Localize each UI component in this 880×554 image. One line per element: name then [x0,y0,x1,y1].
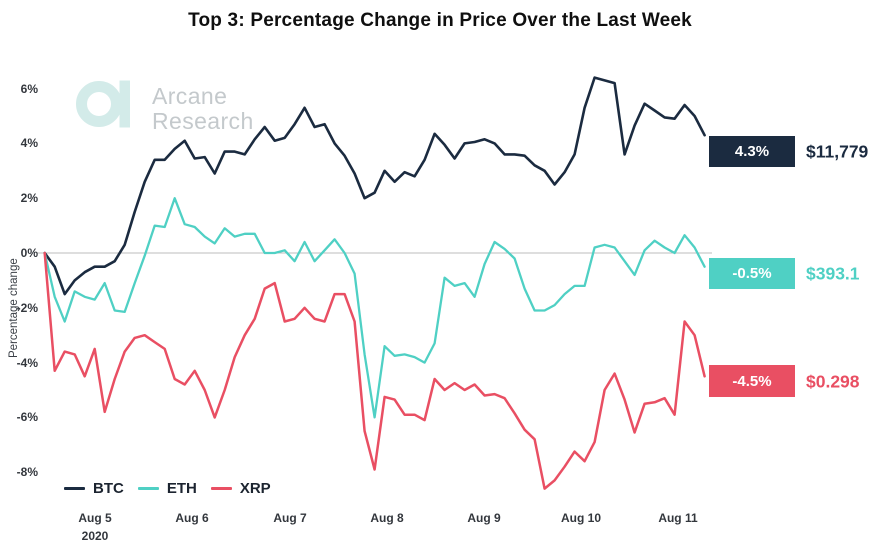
btc-price-label: $11,779 [806,141,869,161]
chart-legend: BTC ETH XRP [64,480,285,497]
xrp-change-badge: -4.5% [709,365,795,397]
legend-item-xrp: XRP [210,480,271,497]
x-tick-year: 2020 [81,529,109,543]
y-tick-n2: -2% [16,300,38,315]
legend-item-eth: ETH [137,480,197,497]
y-tick-n4: -4% [16,355,38,370]
y-tick-6: 6% [20,81,38,96]
btc-change-badge: 4.3% [709,136,795,167]
eth-change-badge: -0.5% [709,258,795,289]
xrp-line-swatch-icon [210,487,232,490]
legend-label-eth: ETH [166,480,197,497]
logo-bar [119,80,130,128]
x-tick-aug10: Aug 10 [560,511,601,525]
x-tick-aug8: Aug 8 [370,511,404,525]
legend-label-xrp: XRP [239,480,271,497]
x-tick-aug7: Aug 7 [273,511,307,525]
arcane-logo-icon [76,80,130,128]
watermark-line2: Research [152,107,254,134]
legend-item-btc: BTC [64,480,124,497]
y-tick-2: 2% [20,191,38,206]
x-tick-aug5: Aug 5 [78,511,112,525]
y-tick-0: 0% [20,246,38,260]
xrp-price-label: $0.298 [806,371,860,391]
eth-price-label: $393.1 [806,263,860,283]
y-tick-n6: -6% [16,410,38,425]
y-tick-4: 4% [20,136,38,151]
watermark-text: Arcane Research [152,84,254,133]
watermark-line1: Arcane [152,83,228,109]
x-tick-aug9: Aug 9 [467,511,501,525]
logo-ring [76,81,122,127]
legend-label-btc: BTC [93,480,124,497]
eth-line-swatch-icon [137,487,159,490]
chart-title: Top 3: Percentage Change in Price Over t… [188,10,692,31]
btc-line-swatch-icon [64,487,85,490]
x-tick-aug6: Aug 6 [175,511,209,525]
x-tick-aug11: Aug 11 [658,511,698,525]
y-tick-n8: -8% [16,465,38,480]
